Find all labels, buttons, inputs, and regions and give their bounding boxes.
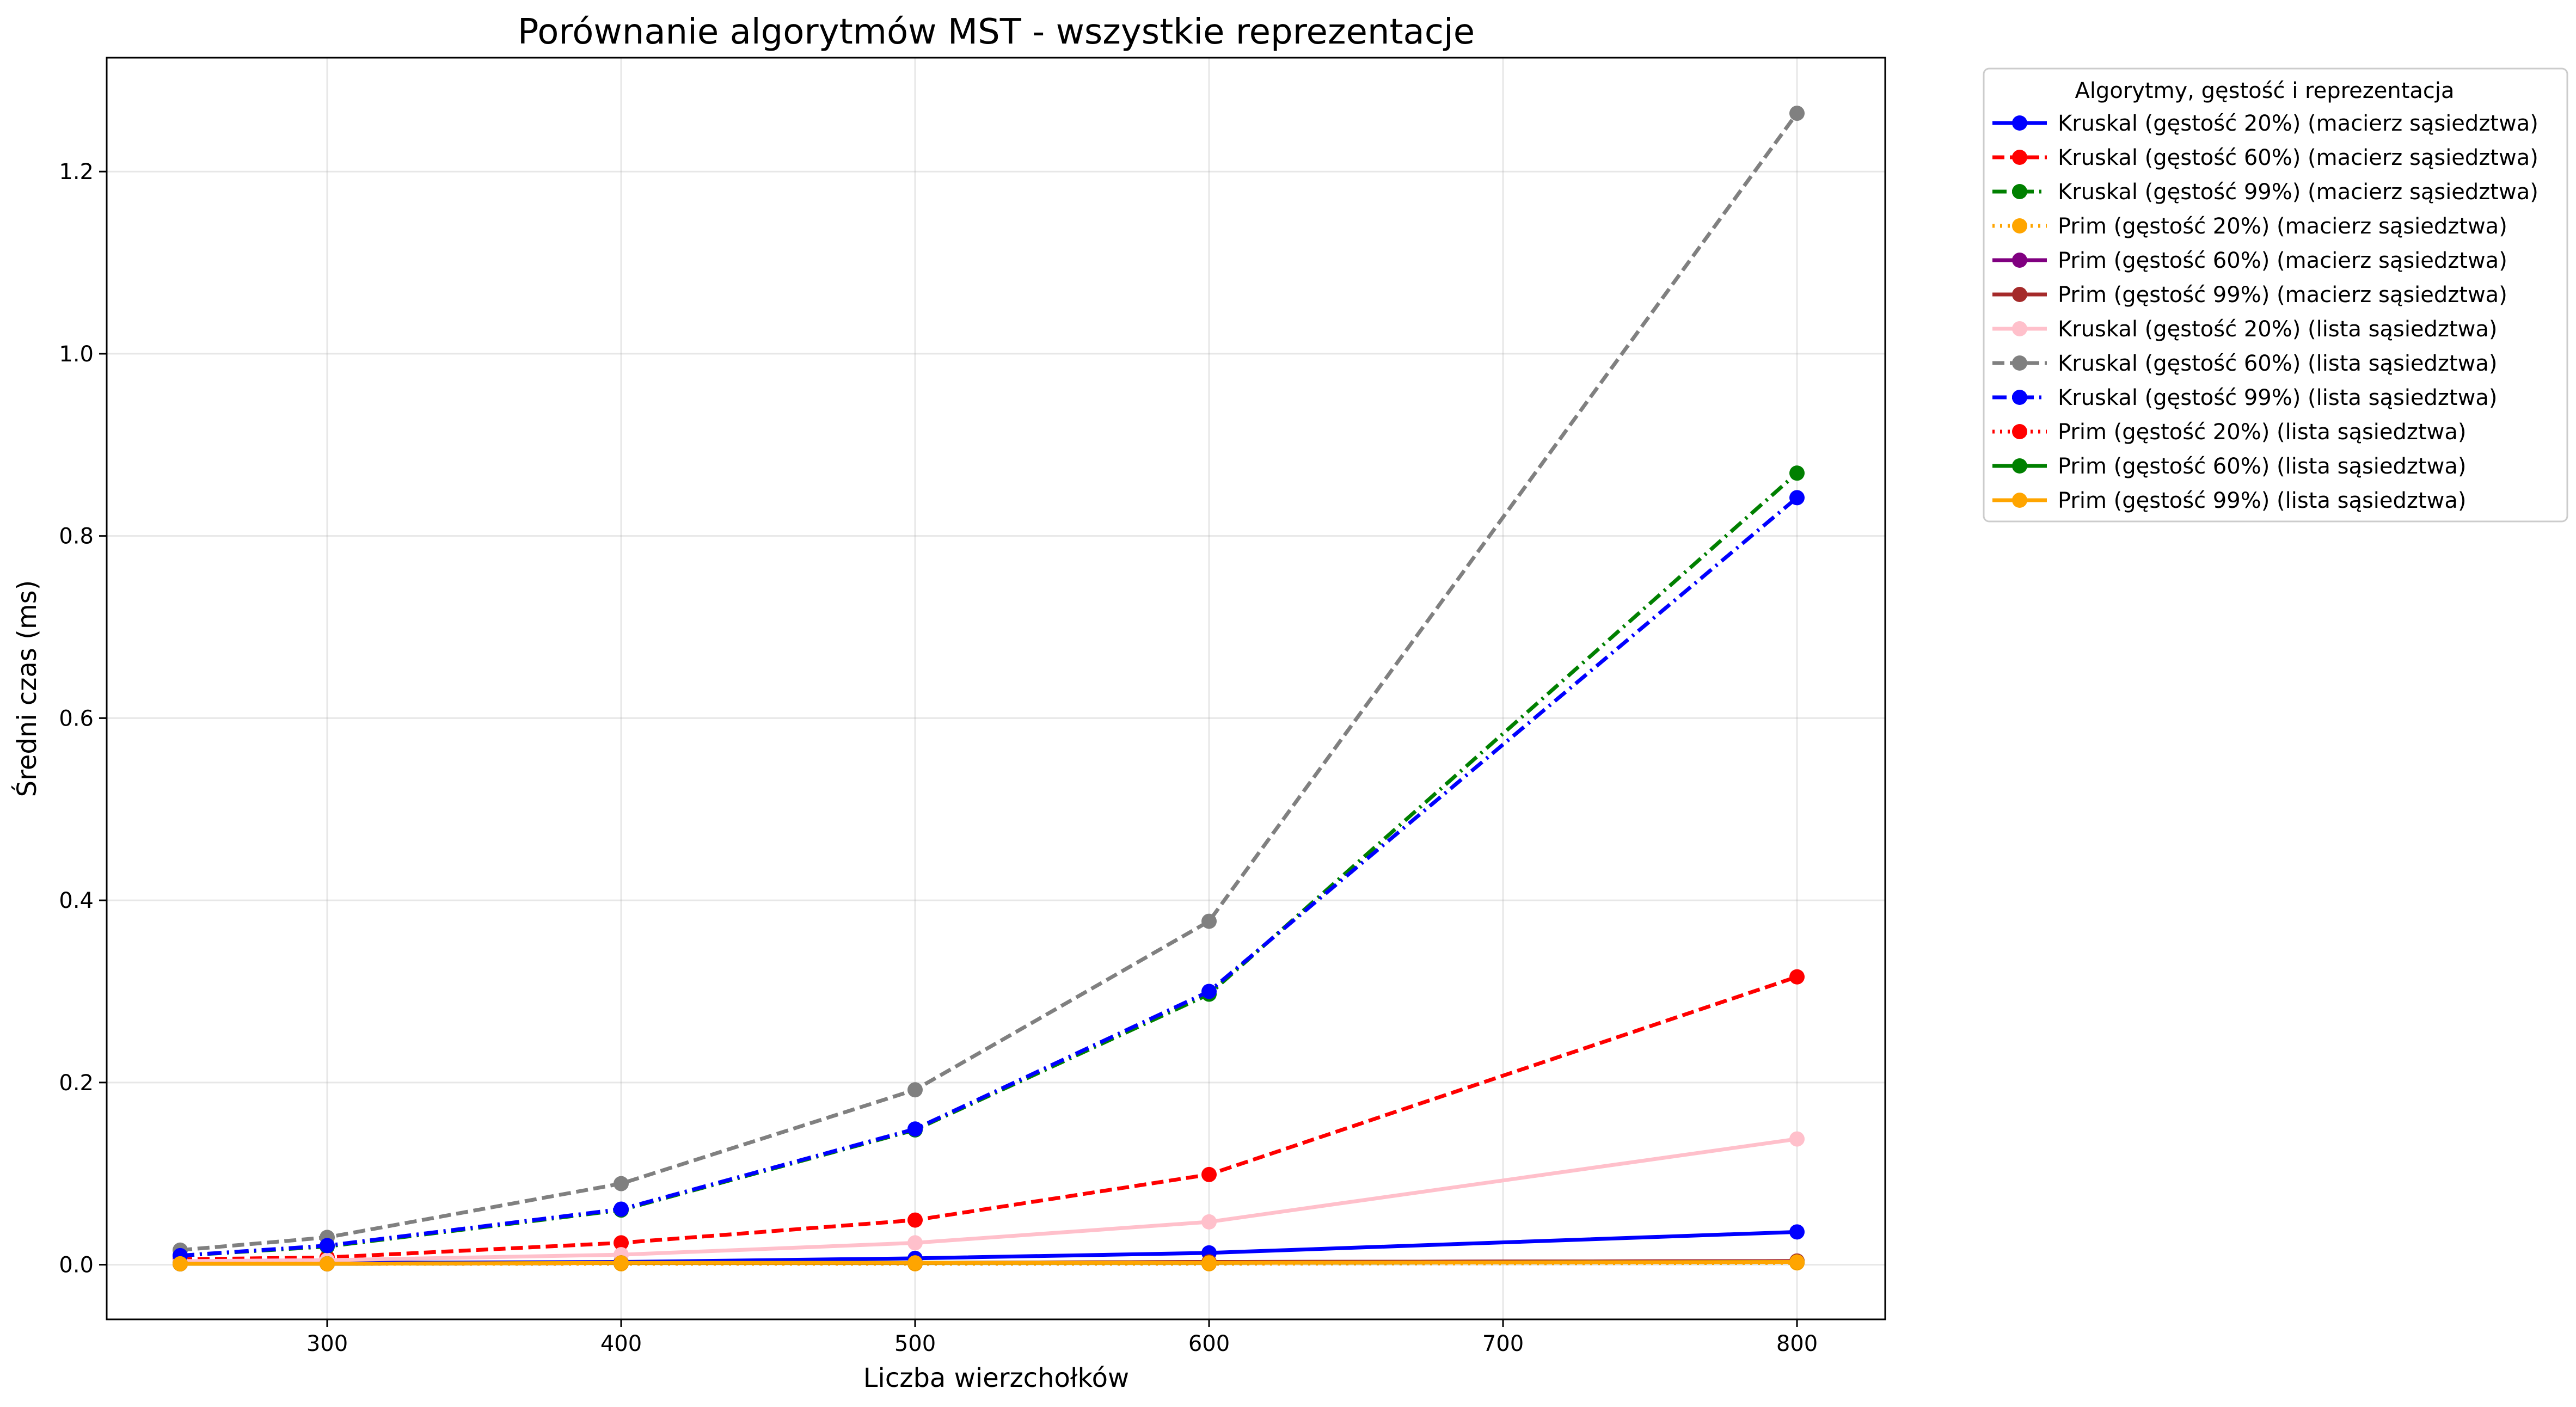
- x-tick-label: 700: [1482, 1331, 1524, 1356]
- legend-label: Prim (gęstość 60%) (lista sąsiedztwa): [2058, 454, 2466, 479]
- plot-frame: [106, 57, 1886, 1320]
- legend-item: Kruskal (gęstość 20%) (lista sąsiedztwa): [1992, 317, 2497, 342]
- data-point: [614, 1255, 629, 1271]
- legend-marker: [2012, 493, 2027, 508]
- legend-item: Kruskal (gęstość 99%) (macierz sąsiedztw…: [1992, 180, 2538, 205]
- series-8: [173, 106, 1805, 1258]
- data-point: [907, 1255, 923, 1271]
- data-point: [907, 1235, 923, 1251]
- legend-items: Kruskal (gęstość 20%) (macierz sąsiedztw…: [1992, 111, 2538, 513]
- x-tick-label: 400: [600, 1331, 642, 1356]
- series-line: [180, 975, 1798, 1262]
- legend-marker: [2012, 458, 2027, 474]
- legend-item: Prim (gęstość 20%) (lista sąsiedztwa): [1992, 420, 2466, 445]
- legend-item: Prim (gęstość 60%) (lista sąsiedztwa): [1992, 454, 2466, 479]
- data-point: [614, 1201, 629, 1217]
- legend-label: Kruskal (gęstość 99%) (lista sąsiedztwa): [2058, 385, 2497, 410]
- legend-item: Kruskal (gęstość 99%) (lista sąsiedztwa): [1992, 385, 2497, 410]
- data-point: [1789, 106, 1805, 121]
- data-point: [320, 1238, 335, 1254]
- legend: Algorytmy, gęstość i reprezentacja Krusk…: [1983, 67, 2568, 523]
- legend-marker: [2012, 253, 2027, 268]
- series-lines: [173, 106, 1805, 1271]
- legend-marker: [2012, 424, 2027, 439]
- legend-label: Prim (gęstość 60%) (macierz sąsiedztwa): [2058, 248, 2507, 273]
- y-tick-label: 0.6: [59, 706, 94, 731]
- legend-label: Kruskal (gęstość 99%) (macierz sąsiedztw…: [2058, 180, 2538, 205]
- legend-label: Prim (gęstość 99%) (lista sąsiedztwa): [2058, 488, 2466, 513]
- data-point: [1789, 1224, 1805, 1240]
- y-axis-label: Średni czas (ms): [11, 580, 42, 797]
- legend-label: Prim (gęstość 20%) (macierz sąsiedztwa): [2058, 214, 2507, 239]
- y-tick-label: 0.8: [59, 524, 94, 549]
- y-tick-label: 0.2: [59, 1071, 94, 1096]
- legend-marker: [2012, 150, 2027, 165]
- x-tick-label: 500: [894, 1331, 936, 1356]
- legend-marker: [2012, 218, 2027, 234]
- y-tick-label: 0.0: [59, 1253, 94, 1278]
- series-line: [180, 1137, 1798, 1263]
- x-axis-label: Liczba wierzchołków: [863, 1363, 1129, 1393]
- legend-marker: [2012, 287, 2027, 302]
- x-axis-ticks: 300 400 500 600 700 800: [306, 1319, 1818, 1356]
- series-line: [180, 496, 1799, 1258]
- legend-label: Kruskal (gęstość 20%) (lista sąsiedztwa): [2058, 317, 2497, 342]
- x-tick-label: 300: [306, 1331, 348, 1356]
- data-point: [907, 1212, 923, 1228]
- legend-marker: [2012, 390, 2027, 405]
- legend-marker: [2012, 321, 2027, 336]
- legend-item: Kruskal (gęstość 60%) (macierz sąsiedztw…: [1992, 145, 2538, 170]
- data-point: [907, 1082, 923, 1098]
- legend-marker: [2012, 184, 2027, 199]
- legend-item: Kruskal (gęstość 20%) (macierz sąsiedztw…: [1992, 111, 2538, 136]
- data-point: [1789, 490, 1805, 506]
- x-tick-label: 800: [1776, 1331, 1818, 1356]
- data-point: [1789, 465, 1805, 481]
- y-tick-label: 1.0: [59, 342, 94, 367]
- legend-marker: [2012, 115, 2027, 131]
- chart-title: Porównanie algorytmów MST - wszystkie re…: [518, 12, 1475, 52]
- data-point: [320, 1256, 335, 1271]
- legend-label: Prim (gęstość 20%) (lista sąsiedztwa): [2058, 420, 2466, 445]
- series-line: [180, 112, 1799, 1252]
- data-point: [1201, 1255, 1217, 1271]
- data-point: [614, 1235, 629, 1251]
- legend-label: Kruskal (gęstość 60%) (lista sąsiedztwa): [2058, 351, 2497, 376]
- legend-title: Algorytmy, gęstość i reprezentacja: [2075, 78, 2454, 103]
- data-point: [1201, 1214, 1217, 1230]
- legend-label: Prim (gęstość 99%) (macierz sąsiedztwa): [2058, 282, 2507, 308]
- y-tick-label: 0.4: [59, 888, 94, 913]
- series-line: [180, 1260, 1798, 1266]
- data-point: [1201, 984, 1217, 999]
- data-point: [907, 1121, 923, 1137]
- data-point: [1789, 1254, 1805, 1270]
- legend-item: Prim (gęstość 20%) (macierz sąsiedztwa): [1992, 214, 2507, 239]
- legend-box: [1983, 67, 2568, 523]
- y-axis-ticks: 0.0 0.2 0.4 0.6 0.8 1.0 1.2: [59, 159, 107, 1278]
- data-point: [1789, 1131, 1805, 1147]
- series-9: [173, 490, 1805, 1263]
- data-point: [614, 1176, 629, 1191]
- legend-item: Kruskal (gęstość 60%) (lista sąsiedztwa): [1992, 351, 2497, 376]
- legend-item: Prim (gęstość 99%) (macierz sąsiedztwa): [1992, 282, 2507, 308]
- data-point: [1201, 1166, 1217, 1182]
- series-12: [173, 1254, 1805, 1271]
- legend-item: Prim (gęstość 99%) (lista sąsiedztwa): [1992, 488, 2466, 513]
- x-tick-label: 600: [1188, 1331, 1230, 1356]
- data-point: [1789, 969, 1805, 985]
- legend-label: Kruskal (gęstość 20%) (macierz sąsiedztw…: [2058, 111, 2538, 136]
- legend-item: Prim (gęstość 60%) (macierz sąsiedztwa): [1992, 248, 2507, 273]
- data-point: [1201, 913, 1217, 929]
- grid-lines: [107, 58, 1885, 1319]
- legend-label: Kruskal (gęstość 60%) (macierz sąsiedztw…: [2058, 145, 2538, 170]
- y-tick-label: 1.2: [59, 159, 94, 185]
- legend-marker: [2012, 355, 2027, 371]
- data-point: [173, 1256, 188, 1271]
